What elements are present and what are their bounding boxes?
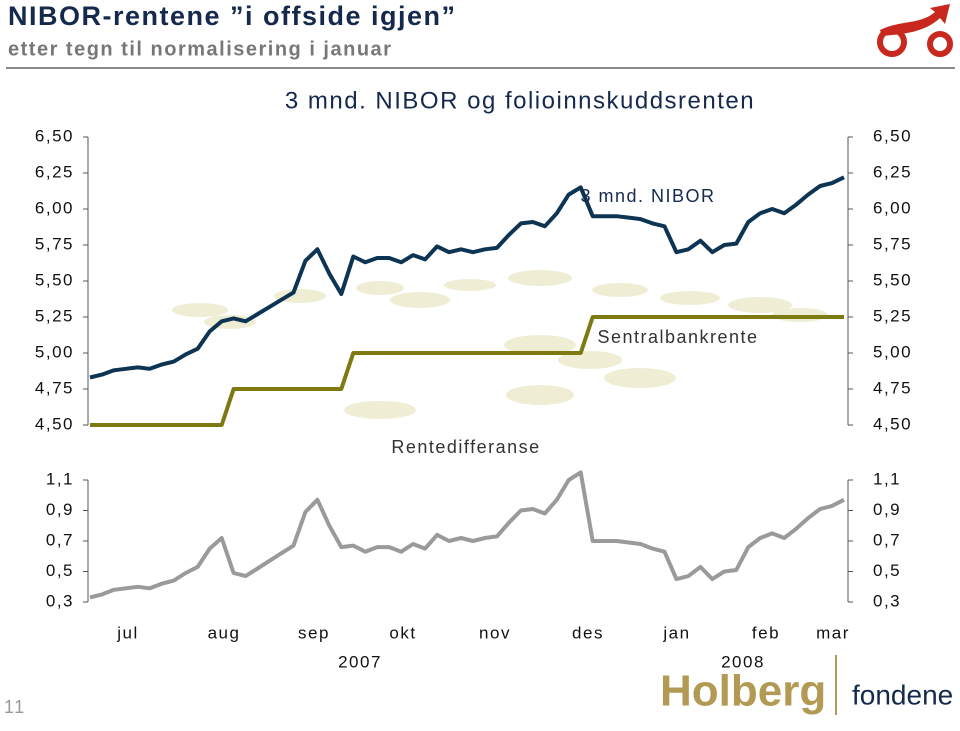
y-tick-label: 1,1 <box>46 469 74 488</box>
y-tick-label: 6,00 <box>35 198 74 217</box>
y-tick-label: 0,7 <box>46 530 74 549</box>
y-tick-label: 0,9 <box>46 500 74 519</box>
x-tick-label: des <box>572 623 604 642</box>
y-tick-label-right: 5,50 <box>873 270 912 289</box>
y-tick-label-right: 0,3 <box>873 591 901 610</box>
series-label: Rentedifferanse <box>391 437 540 457</box>
y-tick-label: 0,3 <box>46 591 74 610</box>
y-tick-label: 5,25 <box>35 306 74 325</box>
slide-subtitle: etter tegn til normalisering i januar <box>8 38 392 60</box>
logo-sub: fondene <box>852 679 953 710</box>
y-tick-label: 5,75 <box>35 234 74 253</box>
y-tick-label-right: 1,1 <box>873 469 901 488</box>
series-line <box>89 175 845 380</box>
y-tick-label-right: 6,00 <box>873 198 912 217</box>
y-tick-label-right: 5,25 <box>873 306 912 325</box>
y-tick-label-right: 0,5 <box>873 561 901 580</box>
y-tick-label-right: 6,25 <box>873 162 912 181</box>
corner-logo <box>877 4 953 57</box>
y-tick-label-right: 4,50 <box>873 414 912 433</box>
chart-title: 3 mnd. NIBOR og folioinnskuddsrenten <box>285 87 755 114</box>
slide-title: NIBOR-rentene ”i offside igjen” <box>8 1 457 31</box>
series-line <box>89 470 845 600</box>
y-tick-label: 4,50 <box>35 414 74 433</box>
y-tick-label: 5,50 <box>35 270 74 289</box>
y-tick-label-right: 6,50 <box>873 126 912 145</box>
series-label: Sentralbankrente <box>597 327 758 347</box>
y-tick-label: 5,00 <box>35 342 74 361</box>
y-tick-label-right: 4,75 <box>873 378 912 397</box>
y-tick-label: 6,25 <box>35 162 74 181</box>
y-tick-label-right: 0,9 <box>873 500 901 519</box>
x-tick-label: mar <box>816 623 850 642</box>
year-label: 2007 <box>338 652 382 671</box>
year-label: 2008 <box>721 652 765 671</box>
y-tick-label: 0,5 <box>46 561 74 580</box>
page-number: 11 <box>4 697 26 717</box>
x-tick-label: okt <box>389 623 416 642</box>
series-label: 3 mnd. NIBOR <box>580 186 715 206</box>
series-line <box>90 315 844 427</box>
x-tick-label: aug <box>208 623 241 642</box>
x-tick-label: feb <box>752 623 780 642</box>
y-tick-label: 6,50 <box>35 126 74 145</box>
y-tick-label-right: 0,7 <box>873 530 901 549</box>
x-tick-label: jul <box>116 623 139 642</box>
x-tick-label: jan <box>662 623 690 642</box>
x-tick-label: sep <box>298 623 330 642</box>
x-tick-label: nov <box>479 623 511 642</box>
logo-brand: Holberg <box>660 667 826 716</box>
y-tick-label: 4,75 <box>35 378 74 397</box>
y-tick-label-right: 5,75 <box>873 234 912 253</box>
y-tick-label-right: 5,00 <box>873 342 912 361</box>
